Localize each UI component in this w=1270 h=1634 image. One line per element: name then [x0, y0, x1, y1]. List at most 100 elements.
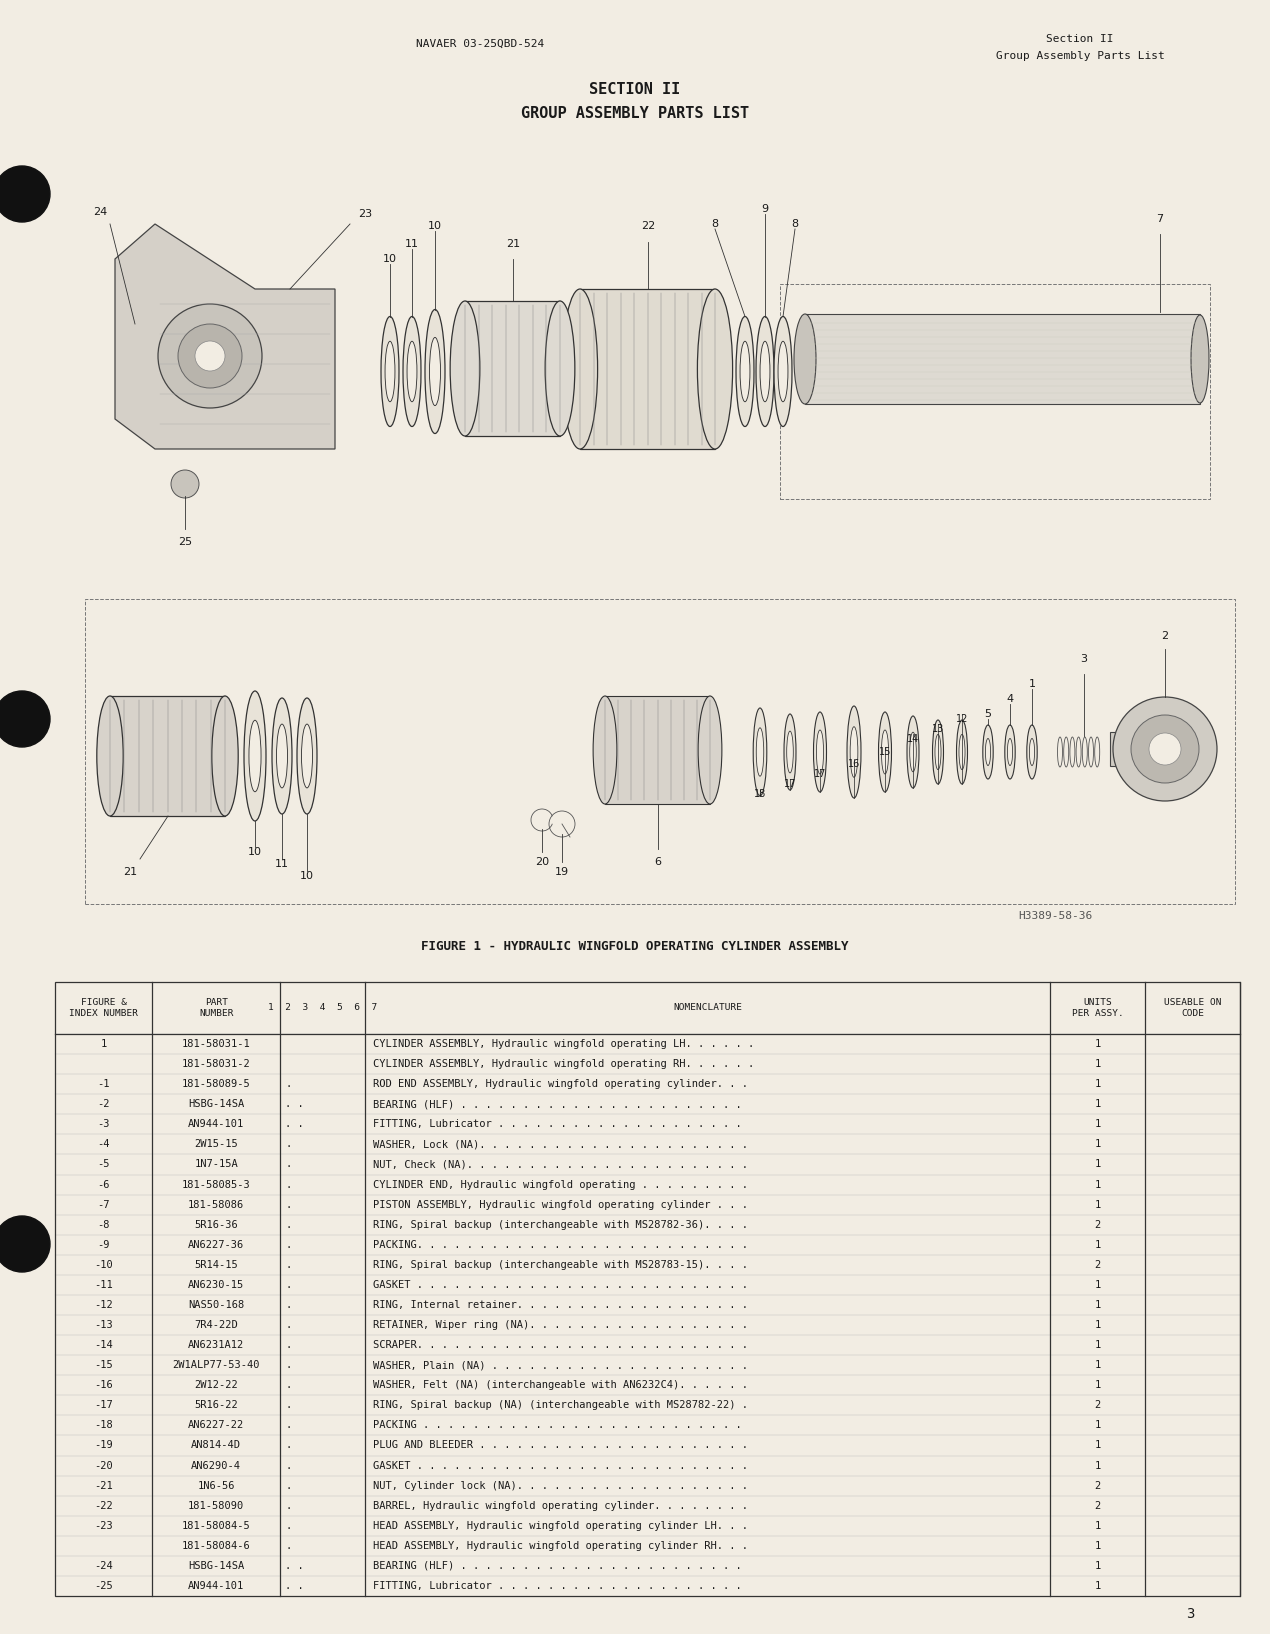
Text: 6: 6	[654, 856, 662, 868]
Ellipse shape	[408, 342, 417, 402]
Text: 13: 13	[932, 724, 944, 734]
Text: .: .	[286, 1500, 291, 1511]
Ellipse shape	[737, 317, 754, 426]
Text: 1N6-56: 1N6-56	[197, 1480, 235, 1490]
Text: . .: . .	[286, 1582, 304, 1592]
Text: 181-58084-6: 181-58084-6	[182, 1541, 250, 1551]
Text: 2: 2	[1095, 1480, 1101, 1490]
Text: AN6227-36: AN6227-36	[188, 1240, 244, 1250]
Text: -22: -22	[94, 1500, 113, 1511]
Text: 7R4-22D: 7R4-22D	[194, 1320, 237, 1330]
Text: AN6227-22: AN6227-22	[188, 1420, 244, 1430]
Text: 1: 1	[1095, 1441, 1101, 1451]
Text: 3: 3	[1186, 1606, 1194, 1621]
Text: 9: 9	[762, 204, 768, 214]
Text: 1: 1	[1095, 1039, 1101, 1049]
Text: 1: 1	[1095, 1359, 1101, 1371]
Text: SECTION II: SECTION II	[589, 82, 681, 96]
Ellipse shape	[563, 289, 598, 449]
Text: 1: 1	[1095, 1301, 1101, 1310]
Text: .: .	[286, 1139, 291, 1149]
Text: 5R16-36: 5R16-36	[194, 1219, 237, 1230]
Text: 2W15-15: 2W15-15	[194, 1139, 237, 1149]
Text: -13: -13	[94, 1320, 113, 1330]
Ellipse shape	[794, 314, 817, 404]
Ellipse shape	[756, 317, 773, 426]
Ellipse shape	[907, 716, 919, 788]
Text: 181-58085-3: 181-58085-3	[182, 1180, 250, 1190]
Ellipse shape	[425, 309, 444, 433]
Text: FIGURE &
INDEX NUMBER: FIGURE & INDEX NUMBER	[69, 998, 138, 1018]
Ellipse shape	[385, 342, 395, 402]
Text: -12: -12	[94, 1301, 113, 1310]
Ellipse shape	[272, 698, 292, 814]
Circle shape	[0, 1216, 50, 1271]
Text: NUT, Check (NA). . . . . . . . . . . . . . . . . . . . . . .: NUT, Check (NA). . . . . . . . . . . . .…	[373, 1160, 748, 1170]
Ellipse shape	[817, 730, 823, 775]
Ellipse shape	[879, 712, 892, 792]
Text: 181-58031-1: 181-58031-1	[182, 1039, 250, 1049]
Bar	[55, 982, 1240, 1596]
Text: .: .	[286, 1340, 291, 1350]
Circle shape	[196, 342, 225, 371]
Text: 14: 14	[907, 734, 919, 743]
Text: .: .	[286, 1301, 291, 1310]
Ellipse shape	[1005, 725, 1015, 779]
Text: 1: 1	[1095, 1461, 1101, 1471]
Text: 17: 17	[784, 779, 796, 789]
Bar	[465, 301, 560, 436]
Text: 10: 10	[384, 253, 398, 265]
Ellipse shape	[773, 317, 792, 426]
Text: -4: -4	[98, 1139, 109, 1149]
Text: 21: 21	[505, 239, 519, 248]
Text: WASHER, Lock (NA). . . . . . . . . . . . . . . . . . . . . .: WASHER, Lock (NA). . . . . . . . . . . .…	[373, 1139, 748, 1149]
Text: 1: 1	[1095, 1059, 1101, 1069]
Circle shape	[0, 691, 50, 747]
Text: 17: 17	[814, 770, 827, 779]
Text: Section II: Section II	[1046, 34, 1114, 44]
Text: PART
NUMBER: PART NUMBER	[199, 998, 234, 1018]
Text: NAS50-168: NAS50-168	[188, 1301, 244, 1310]
Text: RING, Spiral backup (NA) (interchangeable with MS28782-22) .: RING, Spiral backup (NA) (interchangeabl…	[373, 1400, 748, 1410]
Text: .: .	[286, 1359, 291, 1371]
Text: -15: -15	[94, 1359, 113, 1371]
Text: CYLINDER ASSEMBLY, Hydraulic wingfold operating RH. . . . . .: CYLINDER ASSEMBLY, Hydraulic wingfold op…	[373, 1059, 754, 1069]
Ellipse shape	[212, 696, 239, 815]
Ellipse shape	[1007, 739, 1012, 765]
Ellipse shape	[450, 301, 480, 436]
Text: 2: 2	[1095, 1260, 1101, 1270]
Text: 1: 1	[1095, 1320, 1101, 1330]
Text: -19: -19	[94, 1441, 113, 1451]
Bar	[1110, 732, 1162, 766]
Text: 1: 1	[1095, 1560, 1101, 1570]
Text: 1: 1	[1095, 1582, 1101, 1592]
Text: 5: 5	[984, 709, 992, 719]
Text: 16: 16	[848, 760, 860, 770]
Ellipse shape	[593, 696, 617, 804]
Text: 1: 1	[1095, 1078, 1101, 1090]
Text: AN6290-4: AN6290-4	[192, 1461, 241, 1471]
Text: 1: 1	[1029, 680, 1035, 690]
Text: 1: 1	[1095, 1139, 1101, 1149]
Text: BEARING (HLF) . . . . . . . . . . . . . . . . . . . . . . .: BEARING (HLF) . . . . . . . . . . . . . …	[373, 1560, 742, 1570]
Text: PISTON ASSEMBLY, Hydraulic wingfold operating cylinder . . .: PISTON ASSEMBLY, Hydraulic wingfold oper…	[373, 1199, 748, 1209]
Ellipse shape	[786, 730, 794, 773]
Text: RETAINER, Wiper ring (NA). . . . . . . . . . . . . . . . . .: RETAINER, Wiper ring (NA). . . . . . . .…	[373, 1320, 748, 1330]
Text: 4: 4	[1006, 694, 1013, 704]
Text: .: .	[286, 1381, 291, 1391]
Text: 23: 23	[358, 209, 372, 219]
Ellipse shape	[986, 739, 991, 765]
Text: 1: 1	[1095, 1119, 1101, 1129]
Text: HEAD ASSEMBLY, Hydraulic wingfold operating cylinder LH. . .: HEAD ASSEMBLY, Hydraulic wingfold operat…	[373, 1521, 748, 1531]
Ellipse shape	[932, 721, 944, 784]
Text: .: .	[286, 1199, 291, 1209]
Text: .: .	[286, 1320, 291, 1330]
Ellipse shape	[814, 712, 827, 792]
Bar	[580, 289, 715, 449]
Ellipse shape	[881, 730, 889, 775]
Text: 2: 2	[1095, 1400, 1101, 1410]
Text: FIGURE 1 - HYDRAULIC WINGFOLD OPERATING CYLINDER ASSEMBLY: FIGURE 1 - HYDRAULIC WINGFOLD OPERATING …	[422, 940, 848, 953]
Text: AN6231A12: AN6231A12	[188, 1340, 244, 1350]
Text: GROUP ASSEMBLY PARTS LIST: GROUP ASSEMBLY PARTS LIST	[521, 106, 749, 121]
Ellipse shape	[1027, 725, 1038, 779]
